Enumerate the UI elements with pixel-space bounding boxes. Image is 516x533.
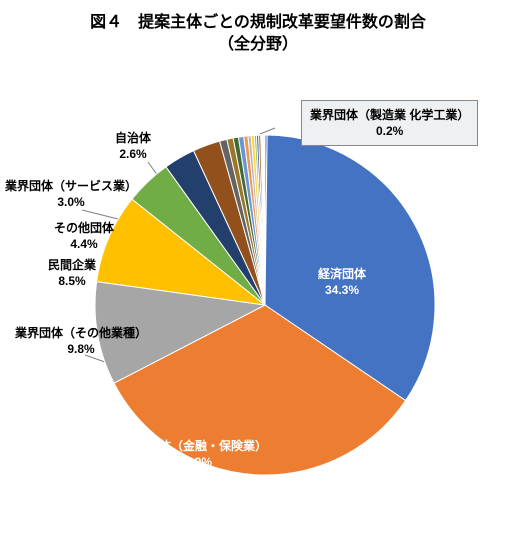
callout-自治体: 自治体2.6% [115, 130, 151, 162]
callout-民間企業: 民間企業8.5% [48, 257, 96, 289]
callout-業界団体（サービス業）: 業界団体（サービス業）3.0% [5, 178, 137, 210]
callout-業界団体（その他業種）: 業界団体（その他業種）9.8% [15, 325, 147, 357]
inner-label-経済団体: 経済団体34.3% [318, 266, 366, 298]
callout-その他団体: その他団体4.4% [54, 220, 114, 252]
chart-title-line1: 図４ 提案主体ごとの規制改革要望件数の割合 [90, 14, 426, 31]
chart-title: 図４ 提案主体ごとの規制改革要望件数の割合 （全分野） [0, 0, 516, 55]
callout-業界団体（製造業 化学工業）: 業界団体（製造業 化学工業）0.2% [301, 100, 478, 146]
figure: { "figure": { "type": "pie", "title_line… [0, 0, 516, 533]
inner-label-業界団体（金融・保険業）: 業界団体（金融・保険業）32.9% [123, 438, 267, 470]
chart-title-line2: （全分野） [218, 36, 298, 53]
